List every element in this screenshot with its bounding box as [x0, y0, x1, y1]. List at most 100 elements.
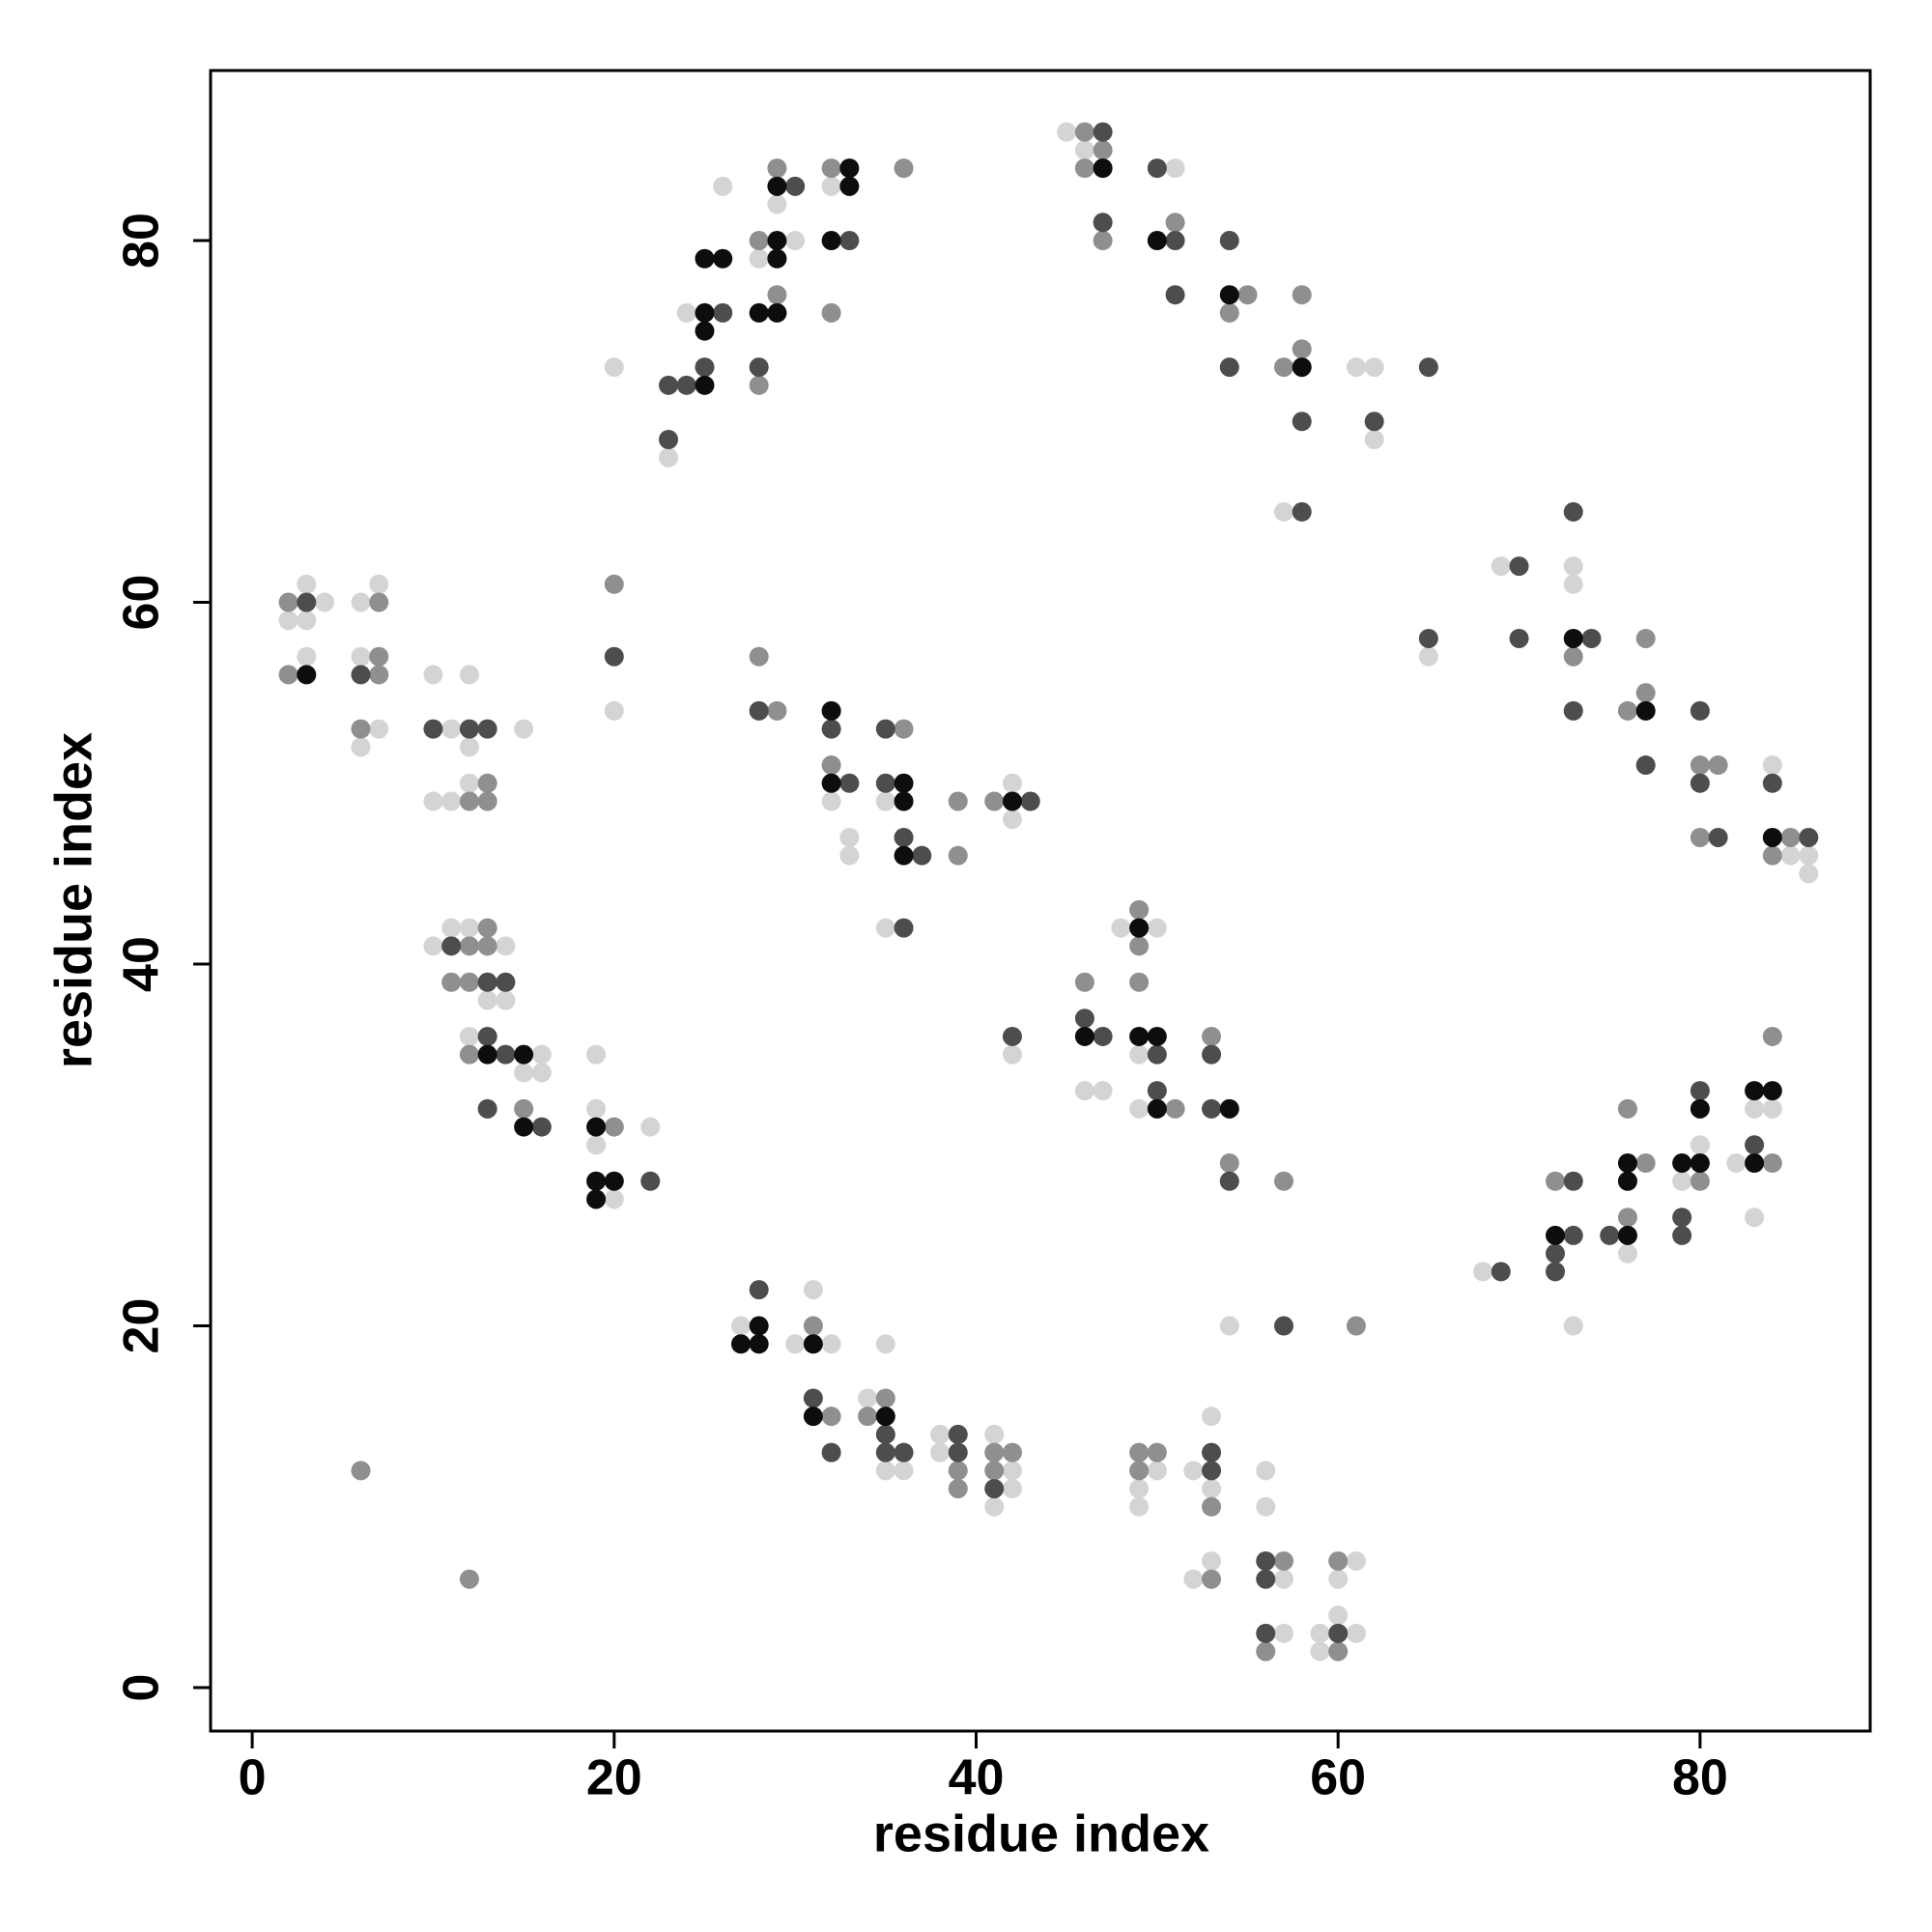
point	[1292, 339, 1312, 359]
point	[894, 918, 914, 938]
y-tick-label: 20	[114, 1298, 170, 1354]
point	[1563, 1225, 1583, 1245]
point	[695, 375, 715, 395]
point	[1165, 213, 1185, 233]
point	[1762, 1081, 1782, 1101]
point	[477, 1044, 497, 1065]
point	[514, 1044, 534, 1065]
point	[1147, 918, 1167, 938]
point	[821, 231, 841, 251]
point	[695, 357, 715, 378]
point	[1328, 1641, 1349, 1662]
point	[1020, 791, 1040, 811]
point	[803, 1388, 823, 1408]
point	[767, 285, 787, 305]
point	[586, 1117, 607, 1137]
point	[586, 1171, 607, 1191]
point	[894, 1461, 914, 1481]
point	[1165, 231, 1185, 251]
point	[1780, 827, 1801, 847]
point	[1219, 357, 1239, 378]
point	[1273, 1569, 1293, 1589]
point	[1273, 357, 1293, 378]
point	[767, 176, 787, 196]
point	[1672, 1153, 1692, 1174]
point	[749, 1334, 769, 1354]
point	[1002, 1461, 1022, 1481]
point	[821, 700, 841, 721]
point	[1690, 755, 1710, 776]
point	[1328, 1605, 1349, 1626]
point	[1074, 972, 1094, 992]
point	[1328, 1623, 1349, 1643]
point	[1147, 1081, 1167, 1101]
point	[1202, 1569, 1222, 1589]
point	[1600, 1225, 1620, 1245]
point	[477, 918, 497, 938]
point	[1074, 1081, 1094, 1101]
point	[1799, 864, 1819, 884]
point	[858, 1406, 878, 1427]
point	[1690, 1135, 1710, 1155]
point	[894, 773, 914, 793]
point	[839, 773, 860, 793]
point	[767, 158, 787, 179]
point	[894, 1442, 914, 1463]
point	[459, 918, 479, 938]
point	[839, 231, 860, 251]
point	[477, 773, 497, 793]
point	[1129, 936, 1150, 956]
point	[730, 1334, 751, 1354]
point	[730, 1316, 751, 1336]
point	[1690, 700, 1710, 721]
point	[658, 375, 678, 395]
point	[459, 1569, 479, 1589]
point	[1202, 1098, 1222, 1119]
point	[459, 737, 479, 757]
point	[477, 936, 497, 956]
point	[1202, 1442, 1222, 1463]
plot-frame	[209, 69, 1872, 1733]
point	[930, 1424, 951, 1444]
point	[1690, 1171, 1710, 1191]
point	[875, 918, 895, 938]
point	[369, 665, 389, 685]
point	[1237, 285, 1258, 305]
point	[713, 248, 733, 269]
point	[1346, 357, 1366, 378]
point	[441, 936, 462, 956]
point	[1219, 1098, 1239, 1119]
point	[713, 302, 733, 323]
point	[749, 231, 769, 251]
point	[297, 611, 317, 631]
point	[749, 248, 769, 269]
point	[875, 773, 895, 793]
point	[1563, 628, 1583, 648]
point	[369, 592, 389, 612]
point	[459, 1026, 479, 1046]
point	[948, 1461, 968, 1481]
point	[1563, 501, 1583, 522]
point	[1762, 1026, 1782, 1046]
point	[1074, 140, 1094, 160]
point	[351, 737, 371, 757]
point	[1563, 574, 1583, 594]
point	[369, 646, 389, 667]
point	[1617, 1225, 1637, 1245]
point	[839, 845, 860, 866]
point	[423, 665, 443, 685]
point	[984, 1461, 1005, 1481]
point	[1310, 1641, 1330, 1662]
point	[749, 1316, 769, 1336]
point	[984, 791, 1005, 811]
point	[1708, 827, 1728, 847]
point	[1745, 1135, 1765, 1155]
point	[1690, 773, 1710, 793]
point	[1273, 1171, 1293, 1191]
y-axis-label: residue index	[44, 732, 102, 1068]
point	[1346, 1550, 1366, 1571]
point	[1002, 810, 1022, 830]
point	[1002, 1479, 1022, 1499]
point	[441, 791, 462, 811]
y-tick-label: 80	[114, 213, 170, 269]
